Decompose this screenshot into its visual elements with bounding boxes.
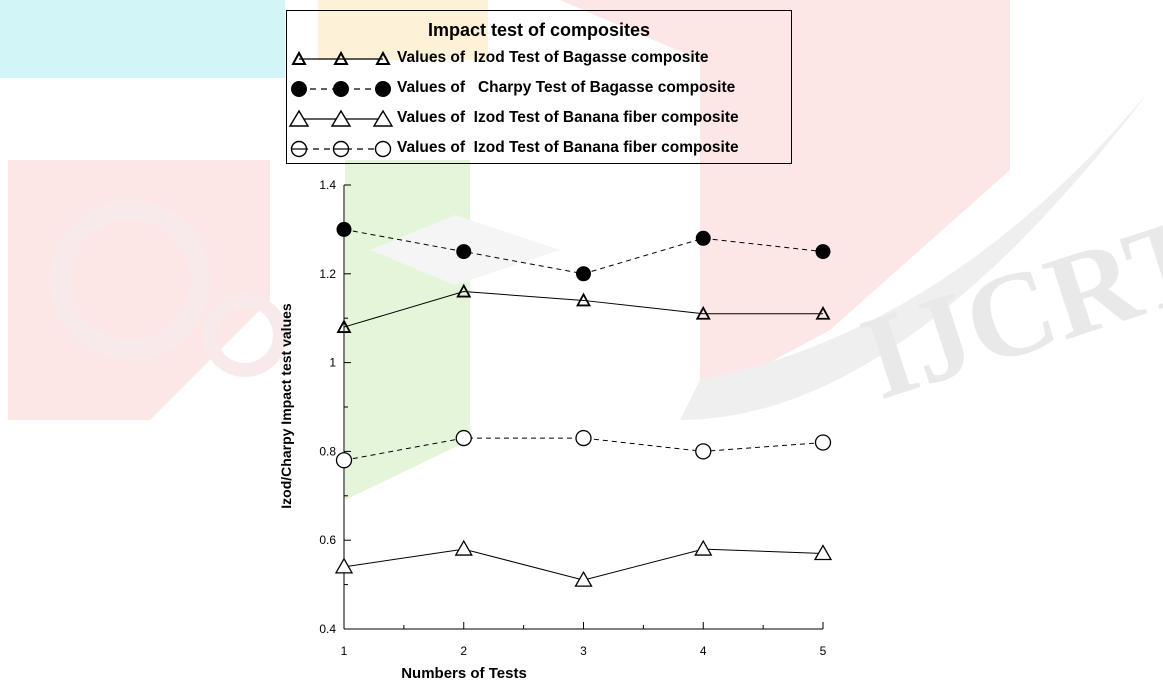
legend-item-charpy-bagasse: Values of Charpy Test of Bagasse composi… <box>287 77 791 101</box>
watermark-gear-icon <box>50 200 210 360</box>
x-axis-label: Numbers of Tests <box>401 665 527 682</box>
x-tick-label: 2 <box>460 644 467 658</box>
y-tick-label: 0.6 <box>319 533 336 547</box>
data-point <box>695 443 712 460</box>
data-point <box>576 266 591 282</box>
y-tick-label: 0.8 <box>319 444 336 458</box>
legend-item-izod-bagasse: Values of Izod Test of Bagasse composite <box>287 47 791 71</box>
legend-marker-triangle-small <box>291 50 391 65</box>
watermark-swoosh-shape <box>680 90 1150 420</box>
watermark-red-shape <box>560 0 1010 400</box>
data-point <box>574 570 593 587</box>
data-point <box>813 544 833 561</box>
y-tick-label: 0.4 <box>319 622 336 636</box>
data-point <box>815 244 831 260</box>
y-tick-label: 1.4 <box>319 178 336 192</box>
y-tick-label: 1.2 <box>319 267 336 281</box>
data-point <box>336 319 352 333</box>
data-point <box>575 292 592 307</box>
y-axis-label: Izod/Charpy Impact test values <box>278 303 294 509</box>
x-tick-label: 5 <box>820 644 827 658</box>
data-point <box>694 539 713 556</box>
data-point <box>455 429 472 447</box>
data-point <box>454 539 473 556</box>
data-point <box>695 305 711 320</box>
data-point <box>695 230 711 246</box>
data-point <box>456 244 472 260</box>
x-tick-label: 3 <box>580 644 587 658</box>
data-point <box>336 221 352 237</box>
data-point <box>334 557 354 574</box>
legend-label: Values of Izod Test of Banana fiber comp… <box>397 139 739 156</box>
watermark-small-gear-icon <box>203 293 287 377</box>
legend-marker-triangle-open <box>288 109 394 127</box>
chart-title: Impact test of composites <box>427 20 651 40</box>
data-point <box>335 452 353 469</box>
x-tick-label: 1 <box>341 644 348 658</box>
legend: Impact test of composites Values of Izod… <box>286 10 792 164</box>
legend-marker-circle-filled <box>291 81 391 97</box>
legend-label: Values of Izod Test of Bagasse composite <box>397 49 709 66</box>
data-point <box>815 305 831 320</box>
series-line-4 <box>343 437 824 461</box>
data-point <box>814 434 832 451</box>
series-line-1 <box>343 291 823 328</box>
data-point <box>575 429 592 447</box>
legend-marker-circle-open <box>290 140 392 158</box>
legend-label: Values of Charpy Test of Bagasse composi… <box>397 79 736 96</box>
watermark-cyan-block <box>0 0 285 78</box>
legend-item-izod-banana: Values of Izod Test of Banana fiber comp… <box>287 107 791 131</box>
legend-label: Values of Izod Test of Banana fiber comp… <box>397 109 739 126</box>
data-point <box>456 283 472 298</box>
legend-item-izod-banana-open-circle: Values of Izod Test of Banana fiber comp… <box>287 137 791 161</box>
x-tick-label: 4 <box>700 644 707 658</box>
y-tick-label: 1 <box>329 356 336 370</box>
